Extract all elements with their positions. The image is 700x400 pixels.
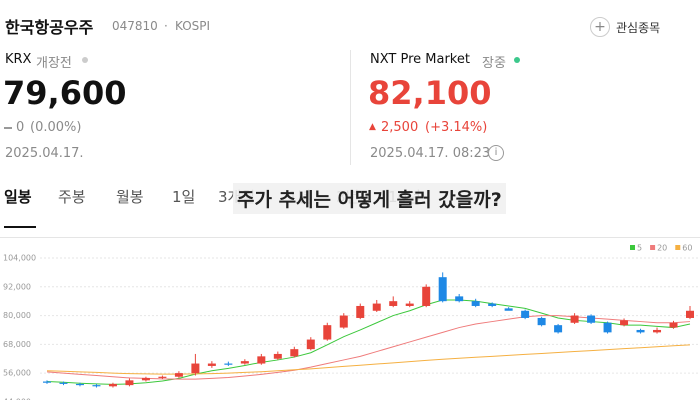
candle-body [603,322,612,333]
y-tick-label: 44,000 [3,397,31,400]
candle-body [207,363,216,366]
candle-body [240,361,249,364]
candle-body [438,277,447,302]
market: KOSPI [175,19,211,33]
candle-body [372,303,381,311]
overlay-caption: 주가 추세는 어떻게 흘러 갔을까? [233,183,506,214]
nxt-change: 2,500 [381,120,419,135]
candle-body [92,385,101,387]
plus-icon[interactable]: + [590,17,610,37]
krx-status: 개장전 [36,56,72,71]
up-arrow: ▲ [369,122,376,132]
nxt-price: 82,100 [368,74,492,112]
krx-date: 2025.04.17. [5,146,84,161]
divider [350,50,351,165]
stock-name: 한국항공우주 [5,18,94,37]
y-tick-label: 92,000 [3,282,31,291]
legend-swatch [675,245,681,250]
watch-button[interactable]: 관심종목 [616,21,661,35]
candle-body [59,382,68,384]
candle-body [620,320,629,326]
nxt-status: 장중 [482,56,506,71]
candle-body [669,322,678,328]
candle-body [653,329,662,333]
candle-body [108,383,117,387]
candle-body [323,325,332,340]
chart: 104,000 92,000 80,000 68,000 56,000 44,000 5 20… [3,244,700,400]
nxt-change-pct: (+3.14%) [425,120,488,135]
candle-body [273,353,282,359]
nxt-label: NXT Pre Market [370,52,470,67]
stock-code: 047810 [112,19,158,33]
candle-body [521,310,530,318]
candle-body [356,305,365,318]
y-tick-label: 68,000 [3,340,31,349]
status-dot [514,57,520,63]
legend-label: 20 [657,244,667,253]
y-tick-label: 80,000 [3,311,31,320]
legend-label: 60 [682,244,692,253]
candle-body [488,303,497,306]
candle-body [75,383,84,386]
info-icon[interactable]: i [488,145,504,161]
krx-change-pct: (0.00%) [30,120,82,135]
tab[interactable]: 월봉 [116,188,144,206]
krx-label: KRX [5,52,32,67]
legend-swatch [630,245,635,250]
candle-body [141,377,150,381]
candle-body [290,349,299,357]
candle-body [504,308,513,311]
candle-body [587,315,596,323]
separator: · [164,19,168,33]
candle-body [636,329,645,333]
candle-body [224,363,233,365]
candle-body [339,315,348,328]
status-dot [82,57,88,63]
flat-icon [4,127,12,129]
nxt-date: 2025.04.17. 08:23 [370,146,491,161]
tab[interactable]: 1일 [172,188,196,206]
candle-body [306,339,315,350]
moving-average [46,344,691,375]
separator-line [0,237,700,238]
tab-underline [4,226,36,228]
moving-average [46,315,691,380]
candle-body [43,381,51,383]
moving-average [46,299,691,385]
candle-body [686,310,694,318]
candle-body [158,376,167,378]
candle-body [471,301,480,306]
candle-body [125,380,134,386]
candle-body [257,356,266,364]
candle-body [389,301,398,306]
candle-body [422,286,431,306]
candle-body [537,317,546,326]
candle-body [455,296,464,302]
candle-body [174,373,183,377]
legend-label: 5 [637,244,642,253]
y-tick-label: 56,000 [3,369,31,378]
krx-price: 79,600 [3,74,127,112]
tab[interactable]: 주봉 [58,188,86,206]
legend-swatch [650,245,656,250]
krx-change: 0 [16,120,25,135]
candle-body [191,363,200,374]
tab[interactable]: 일봉 [4,188,32,206]
candle-body [554,325,563,333]
candle-body [405,303,414,306]
candle-body [570,315,579,323]
y-tick-label: 104,000 [3,253,36,262]
